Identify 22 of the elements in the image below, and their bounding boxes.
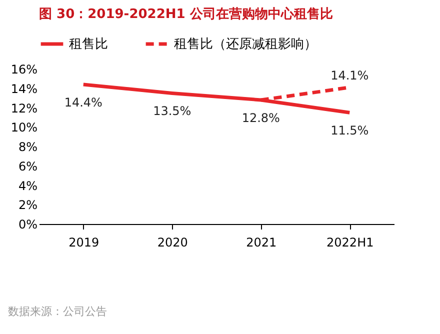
y-tick-label: 4% xyxy=(18,178,38,193)
y-tick-label: 8% xyxy=(18,140,38,154)
source-note: 数据来源：公司公告 xyxy=(8,304,107,319)
y-tick-label: 6% xyxy=(18,159,38,174)
data-label: 14.4% xyxy=(64,96,102,110)
x-tick-label: 2022H1 xyxy=(326,236,374,250)
data-label: 12.8% xyxy=(242,111,280,125)
data-label: 11.5% xyxy=(330,124,369,138)
y-tick-label: 12% xyxy=(10,101,38,116)
legend-label: 租售比 xyxy=(69,37,108,52)
legend-label: 租售比（还原减租影响） xyxy=(174,37,317,52)
chart-title: 图 30：2019-2022H1 公司在营购物中心租售比 xyxy=(39,6,333,22)
x-tick-label: 2019 xyxy=(68,236,100,250)
x-tick-label: 2020 xyxy=(157,236,188,250)
y-tick-label: 16% xyxy=(10,62,38,76)
data-label: 14.1% xyxy=(330,68,369,82)
x-tick-label: 2021 xyxy=(246,236,277,250)
y-tick-label: 10% xyxy=(10,120,38,135)
y-tick-label: 14% xyxy=(10,82,38,96)
data-label: 13.5% xyxy=(153,104,192,118)
y-tick-label: 0% xyxy=(18,218,38,232)
y-tick-label: 2% xyxy=(18,198,38,212)
